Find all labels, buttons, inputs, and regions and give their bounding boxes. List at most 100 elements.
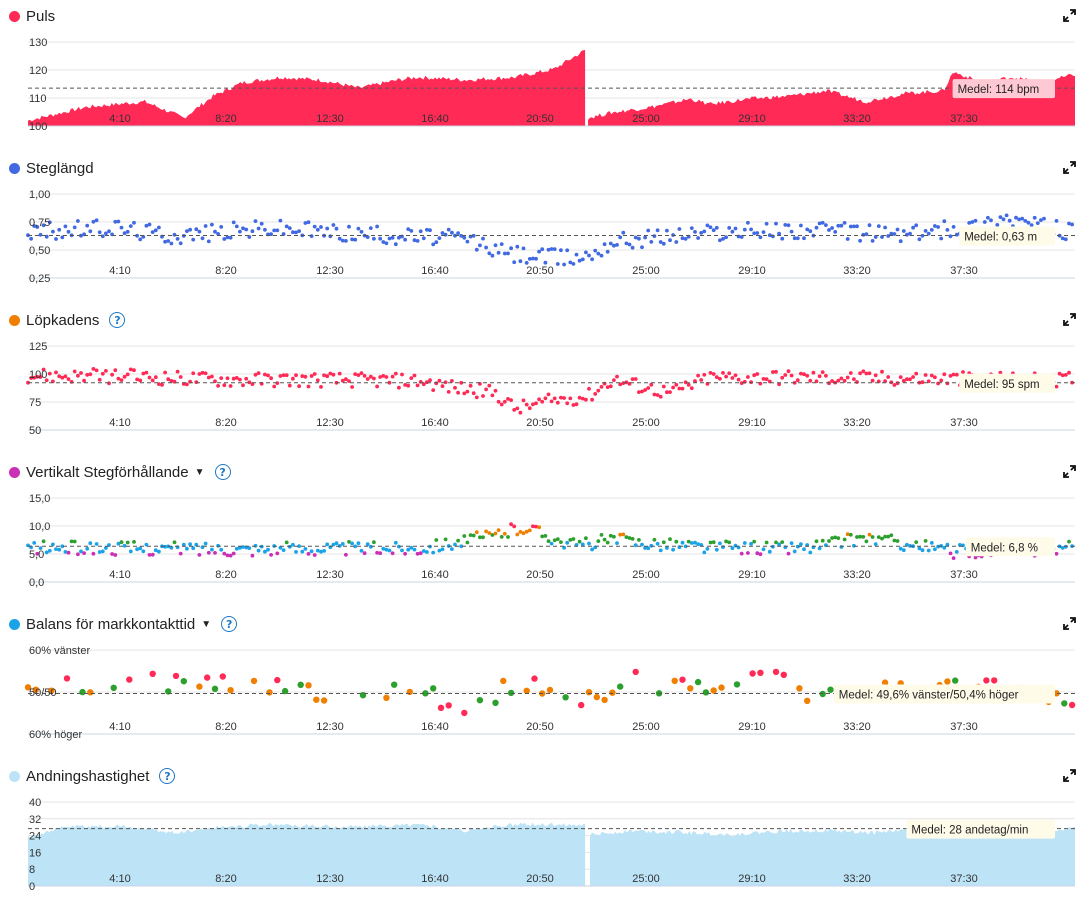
data-point [559, 248, 563, 253]
data-point [886, 534, 891, 539]
data-point [509, 398, 513, 402]
data-point [705, 547, 710, 551]
y-tick-label: 60% vänster [29, 645, 90, 657]
data-point [340, 238, 345, 243]
expand-icon[interactable] [1063, 465, 1076, 478]
data-point [272, 228, 277, 233]
data-point [1014, 215, 1018, 220]
data-point [309, 374, 314, 378]
data-point [263, 372, 267, 377]
data-point [824, 373, 828, 378]
data-point [827, 686, 834, 693]
data-point [266, 373, 270, 378]
data-point [487, 383, 492, 388]
data-point [1067, 539, 1071, 544]
expand-icon[interactable] [1063, 161, 1076, 174]
data-point [777, 382, 781, 387]
data-point [309, 549, 314, 554]
data-point [266, 547, 270, 552]
data-point [661, 241, 666, 246]
data-point [368, 226, 373, 230]
dropdown-caret-icon[interactable]: ▼ [201, 618, 212, 630]
data-point [944, 678, 951, 685]
data-point [926, 548, 931, 553]
x-tick-label: 16:40 [421, 417, 449, 429]
data-point [85, 223, 90, 228]
data-point [172, 540, 177, 545]
data-point [543, 396, 548, 401]
data-point [383, 694, 390, 701]
average-label: Medel: 28 andetag/min [911, 825, 1028, 837]
x-tick-label: 12:30 [316, 721, 344, 733]
data-point [456, 231, 460, 235]
data-point [774, 369, 778, 374]
data-point [32, 686, 39, 693]
data-point [135, 547, 140, 552]
data-point [210, 547, 214, 552]
expand-icon[interactable] [1063, 9, 1076, 22]
data-point [490, 393, 495, 398]
data-point [901, 548, 906, 553]
data-point [365, 235, 370, 239]
data-point [774, 221, 778, 226]
data-point [889, 231, 894, 236]
data-point [400, 372, 404, 377]
data-point [1068, 701, 1076, 709]
data-point [1026, 220, 1031, 225]
data-point [194, 380, 199, 384]
data-point [665, 390, 669, 395]
data-point [428, 228, 432, 233]
average-label-bg [952, 79, 1055, 99]
dropdown-caret-icon[interactable]: ▼ [194, 466, 205, 478]
data-point [929, 541, 934, 545]
data-point [359, 371, 364, 375]
expand-icon[interactable] [1063, 617, 1076, 630]
data-point [590, 397, 594, 402]
data-point [471, 533, 476, 538]
data-point [256, 371, 261, 375]
data-point [708, 540, 713, 545]
expand-icon[interactable] [1063, 313, 1076, 326]
data-point [66, 550, 71, 555]
data-point [527, 257, 532, 261]
data-point [661, 540, 666, 545]
data-point [315, 378, 320, 383]
data-point [983, 677, 990, 684]
data-point [991, 677, 998, 684]
data-point [97, 550, 102, 554]
data-point [206, 550, 211, 555]
help-icon[interactable]: ? [159, 768, 176, 784]
data-point [795, 544, 800, 549]
data-point [702, 372, 707, 377]
data-point [381, 374, 386, 378]
data-point [474, 247, 479, 252]
data-point [63, 550, 68, 554]
data-point [612, 243, 616, 248]
data-point [281, 687, 289, 695]
data-point [69, 539, 74, 544]
data-point [291, 230, 295, 235]
chart-title: Balans för markkontakttid [26, 615, 196, 633]
x-tick-label: 20:50 [526, 873, 554, 885]
help-icon[interactable]: ? [214, 464, 231, 480]
data-point [231, 551, 236, 556]
data-point [917, 546, 922, 551]
expand-icon[interactable] [1063, 769, 1076, 782]
data-point [602, 242, 607, 247]
data-point [390, 235, 395, 240]
data-point [870, 535, 875, 539]
data-point [228, 384, 233, 388]
help-icon[interactable]: ? [221, 616, 238, 632]
data-point [474, 395, 479, 400]
data-point [297, 229, 301, 233]
help-icon[interactable]: ? [109, 312, 126, 328]
data-point [534, 401, 538, 406]
data-point [356, 541, 361, 546]
data-point [328, 371, 333, 376]
data-point [291, 542, 295, 547]
data-point [337, 371, 342, 376]
x-tick-label: 37:30 [950, 265, 978, 277]
data-point [66, 229, 71, 234]
y-tick-label: 15,0 [29, 493, 50, 505]
data-point [864, 371, 869, 376]
